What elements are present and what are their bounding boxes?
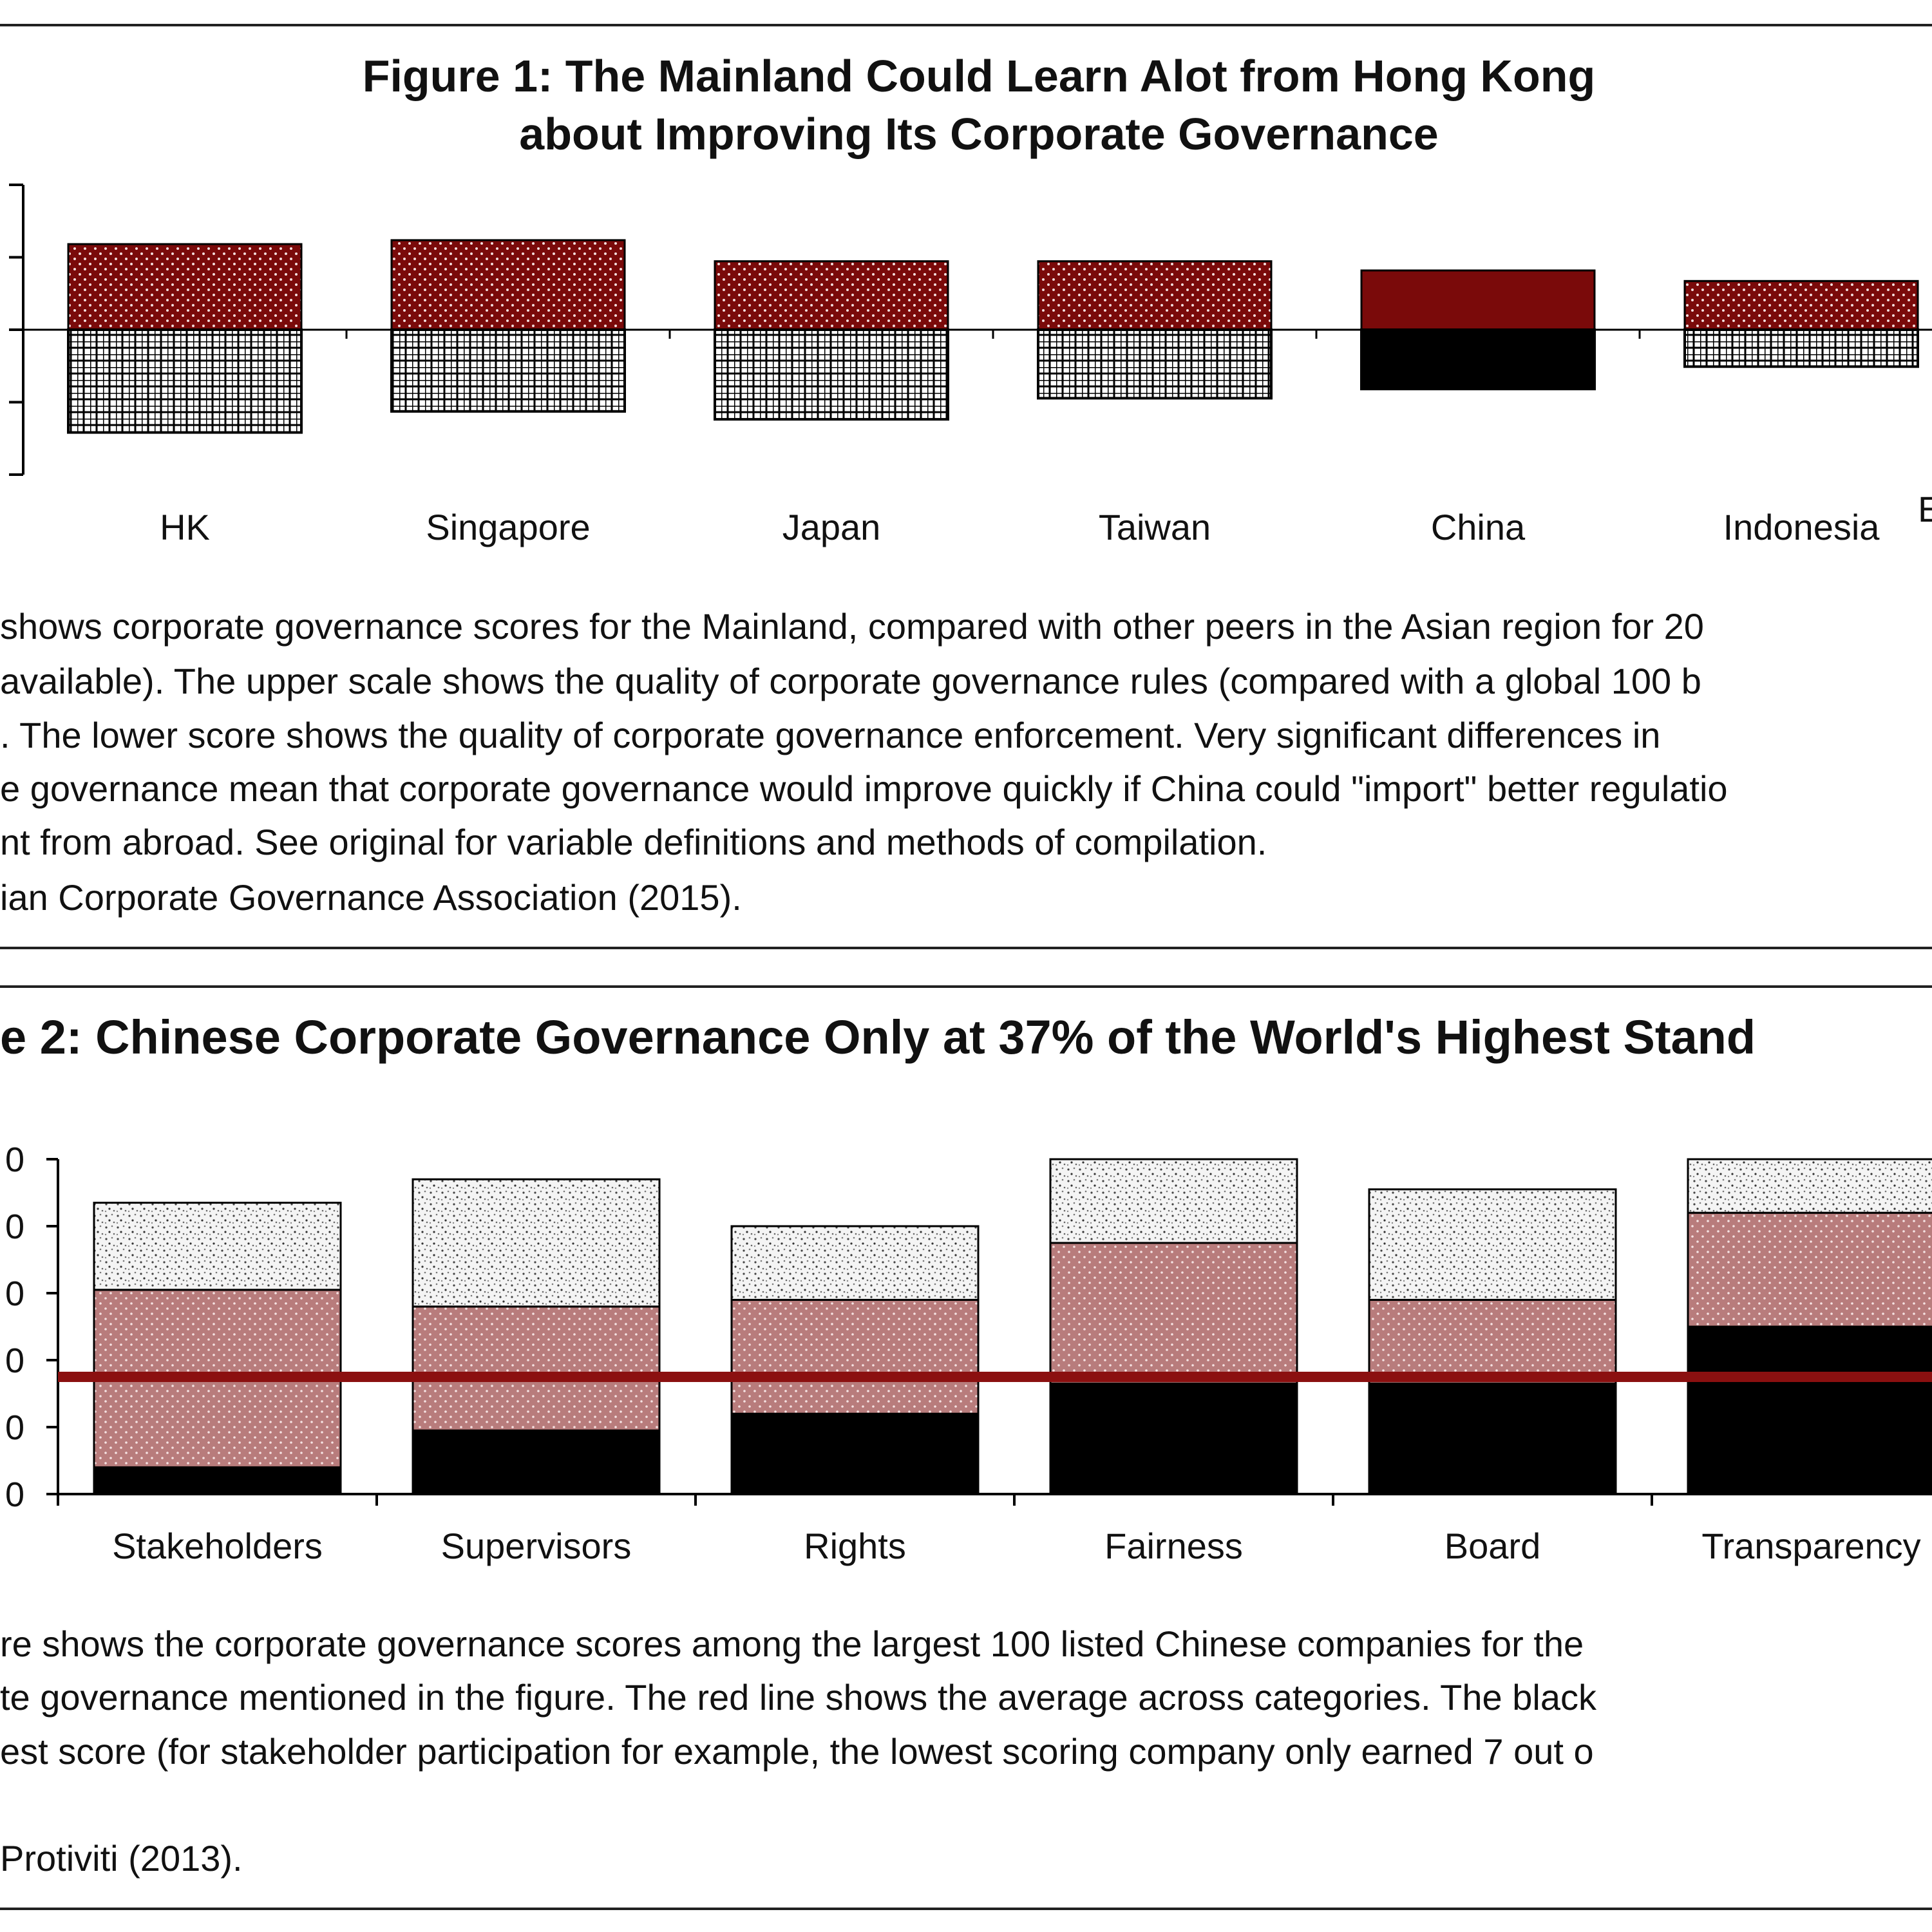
category-label-cutoff: E <box>1918 489 1932 529</box>
rules-bar <box>1037 260 1273 331</box>
highest-score-bar <box>412 1178 661 1308</box>
y-tick-label: 0 <box>5 1208 24 1246</box>
average-score-bar <box>1368 1298 1617 1385</box>
figure1-bottom-border <box>0 947 1932 949</box>
figure1-title-line2: about Improving Its Corporate Governance <box>519 109 1439 159</box>
figure2-chart: 0 0 0 0 0 0 Stakeholders Supervisors Rights Fair… <box>5 1141 1932 1566</box>
rules-bar <box>67 243 303 331</box>
lowest-score-bar <box>1368 1382 1617 1495</box>
figure2-note-line: re shows the corporate governance scores… <box>0 1624 1584 1664</box>
figure1-bars <box>67 239 1919 434</box>
figure1-note-line: available). The upper scale shows the qu… <box>0 661 1701 701</box>
figure1-chart: HK Singapore Japan Taiwan China Indonesia E <box>9 184 1932 547</box>
category-label: HK <box>160 507 210 547</box>
bottom-border <box>0 1908 1932 1910</box>
figure2-title: e 2: Chinese Corporate Governance Only a… <box>0 1010 1756 1064</box>
figure1-note-line: nt from abroad. See original for variabl… <box>0 822 1267 862</box>
y-tick-label: 0 <box>5 1408 24 1447</box>
enforcement-bar <box>1360 328 1596 391</box>
enforcement-bar <box>1683 328 1919 368</box>
lowest-score-bar <box>412 1429 661 1495</box>
category-label: China <box>1431 507 1526 547</box>
figure2-note-line: est score (for stakeholder participation… <box>0 1731 1594 1772</box>
top-border <box>0 24 1932 26</box>
category-label: Rights <box>804 1526 906 1566</box>
average-score-bar <box>730 1298 980 1415</box>
figure2-note-line: Protiviti (2013). <box>0 1838 243 1879</box>
rules-bar <box>714 260 949 331</box>
category-label: Board <box>1444 1526 1540 1566</box>
category-label: Stakeholders <box>112 1526 323 1566</box>
y-tick-label: 0 <box>5 1475 24 1514</box>
figure1-note-line: e governance mean that corporate governa… <box>0 768 1728 809</box>
figure1-note-line: . The lower score shows the quality of c… <box>0 715 1661 755</box>
enforcement-bar <box>390 328 626 413</box>
rules-bar <box>1360 269 1596 331</box>
average-score-bar <box>412 1305 661 1432</box>
figure1-category-labels: HK Singapore Japan Taiwan China Indonesia E <box>160 489 1932 547</box>
figure2-top-border <box>0 985 1932 988</box>
lowest-score-bar <box>1687 1325 1932 1495</box>
lowest-score-bar <box>730 1412 980 1495</box>
category-label: Indonesia <box>1723 507 1880 547</box>
y-tick-label: 0 <box>5 1274 24 1313</box>
category-label: Singapore <box>426 507 590 547</box>
category-label: Fairness <box>1104 1526 1243 1566</box>
figure2-axes: 0 0 0 0 0 0 <box>5 1141 1932 1514</box>
figure1-axes <box>9 184 1932 476</box>
average-score-bar <box>1687 1211 1932 1328</box>
average-score-bar <box>1049 1242 1298 1385</box>
highest-score-bar <box>1049 1158 1298 1244</box>
rules-bar <box>1683 279 1919 331</box>
y-tick-label: 0 <box>5 1341 24 1380</box>
enforcement-bar <box>67 328 303 434</box>
category-label: Supervisors <box>441 1526 632 1566</box>
figure1-title-line1: Figure 1: The Mainland Could Learn Alot … <box>362 51 1596 101</box>
figure1-note-line: shows corporate governance scores for th… <box>0 606 1704 647</box>
figure2-note-line: te governance mentioned in the figure. T… <box>0 1677 1596 1718</box>
rules-bar <box>390 239 626 331</box>
category-label: Taiwan <box>1099 507 1211 547</box>
highest-score-bar <box>1368 1188 1617 1301</box>
lowest-score-bar <box>1049 1382 1298 1495</box>
highest-score-bar <box>93 1202 342 1291</box>
figure1-note-line: ian Corporate Governance Association (20… <box>0 877 742 918</box>
figure2-category-labels: Stakeholders Supervisors Rights Fairness Boa… <box>112 1526 1921 1566</box>
category-label: Japan <box>782 507 881 547</box>
y-tick-label: 0 <box>5 1141 24 1179</box>
lowest-score-bar <box>93 1466 342 1495</box>
category-label: Transparency <box>1701 1526 1920 1566</box>
highest-score-bar <box>1687 1158 1932 1214</box>
enforcement-bar <box>714 328 949 421</box>
highest-score-bar <box>730 1225 980 1301</box>
figure2-bars <box>93 1158 1932 1495</box>
enforcement-bar <box>1037 328 1273 400</box>
